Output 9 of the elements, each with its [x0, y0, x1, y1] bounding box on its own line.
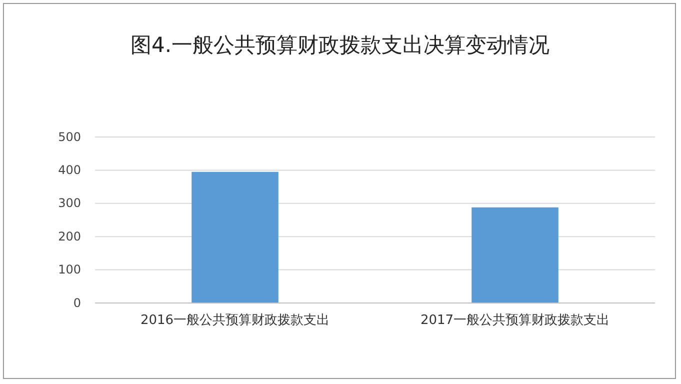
x-tick-label: 2016一般公共预算财政拨款支出	[140, 313, 330, 328]
y-tick-label: 200	[58, 229, 81, 244]
y-tick-label: 400	[58, 163, 81, 178]
x-tick-label: 2017一般公共预算财政拨款支出	[420, 313, 610, 328]
chart-title: 图4.一般公共预算财政拨款支出决算变动情况	[130, 33, 550, 57]
y-tick-label: 300	[58, 196, 81, 210]
y-tick-label: 500	[58, 130, 81, 144]
y-tick-label: 100	[58, 262, 81, 277]
y-tick-label: 0	[73, 296, 81, 310]
